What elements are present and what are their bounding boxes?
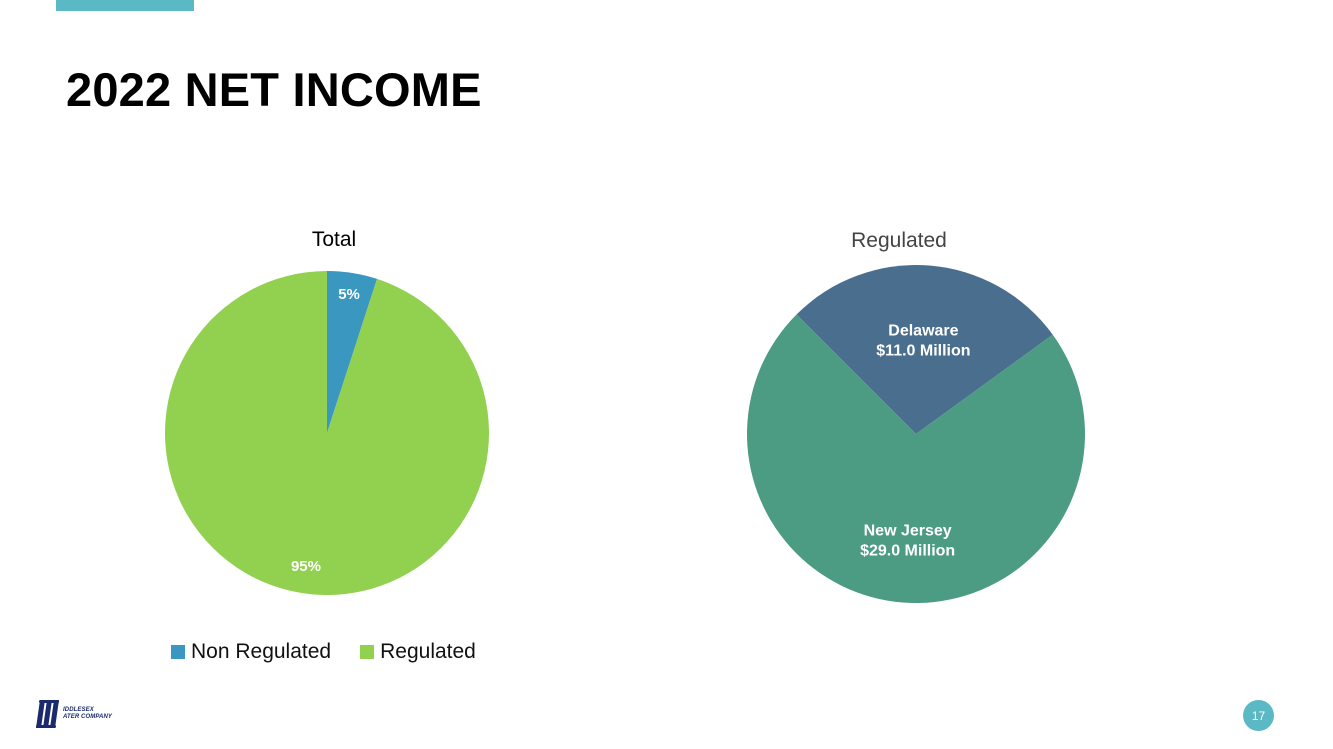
legend-item-non-regulated: Non Regulated <box>171 640 331 664</box>
pie-slice-new-jersey <box>747 314 1085 603</box>
total-chart-legend: Non Regulated Regulated <box>171 640 505 664</box>
pie-slice-regulated <box>165 271 490 595</box>
legend-item-regulated: Regulated <box>360 640 476 664</box>
legend-label-regulated: Regulated <box>380 640 476 663</box>
regulated-chart-title: Regulated <box>851 229 947 252</box>
legend-swatch-regulated <box>360 645 375 659</box>
pie-slice-delaware <box>796 265 1053 434</box>
data-label-non-regulated: 5% <box>338 286 360 303</box>
pie-slice-non-regulated <box>327 271 378 433</box>
accent-bar <box>56 0 194 11</box>
data-label-delaware: Delaware $11.0 Million <box>876 322 970 359</box>
page-title: 2022 NET INCOME <box>66 63 482 116</box>
legend-swatch-non-regulated <box>171 645 185 659</box>
legend-label-non-regulated: Non Regulated <box>191 640 332 663</box>
company-logo: IDDLESEX ATER COMPANY <box>34 698 112 730</box>
regulated-pie-chart: Delaware $11.0 Million New Jersey $29.0 Mil… <box>747 265 1085 603</box>
data-label-regulated: 95% <box>291 558 321 575</box>
total-pie-chart: 5% 95% <box>165 271 490 595</box>
logo-line-2: ATER COMPANY <box>63 714 112 720</box>
logo-mark-icon <box>36 700 59 728</box>
page-number-badge: 17 <box>1243 700 1274 731</box>
logo-wordmark: IDDLESEX ATER COMPANY <box>63 707 112 721</box>
data-label-new-jersey: New Jersey $29.0 Million <box>860 523 955 560</box>
logo-line-1: IDDLESEX <box>63 707 94 713</box>
total-chart-title: Total <box>311 228 357 251</box>
